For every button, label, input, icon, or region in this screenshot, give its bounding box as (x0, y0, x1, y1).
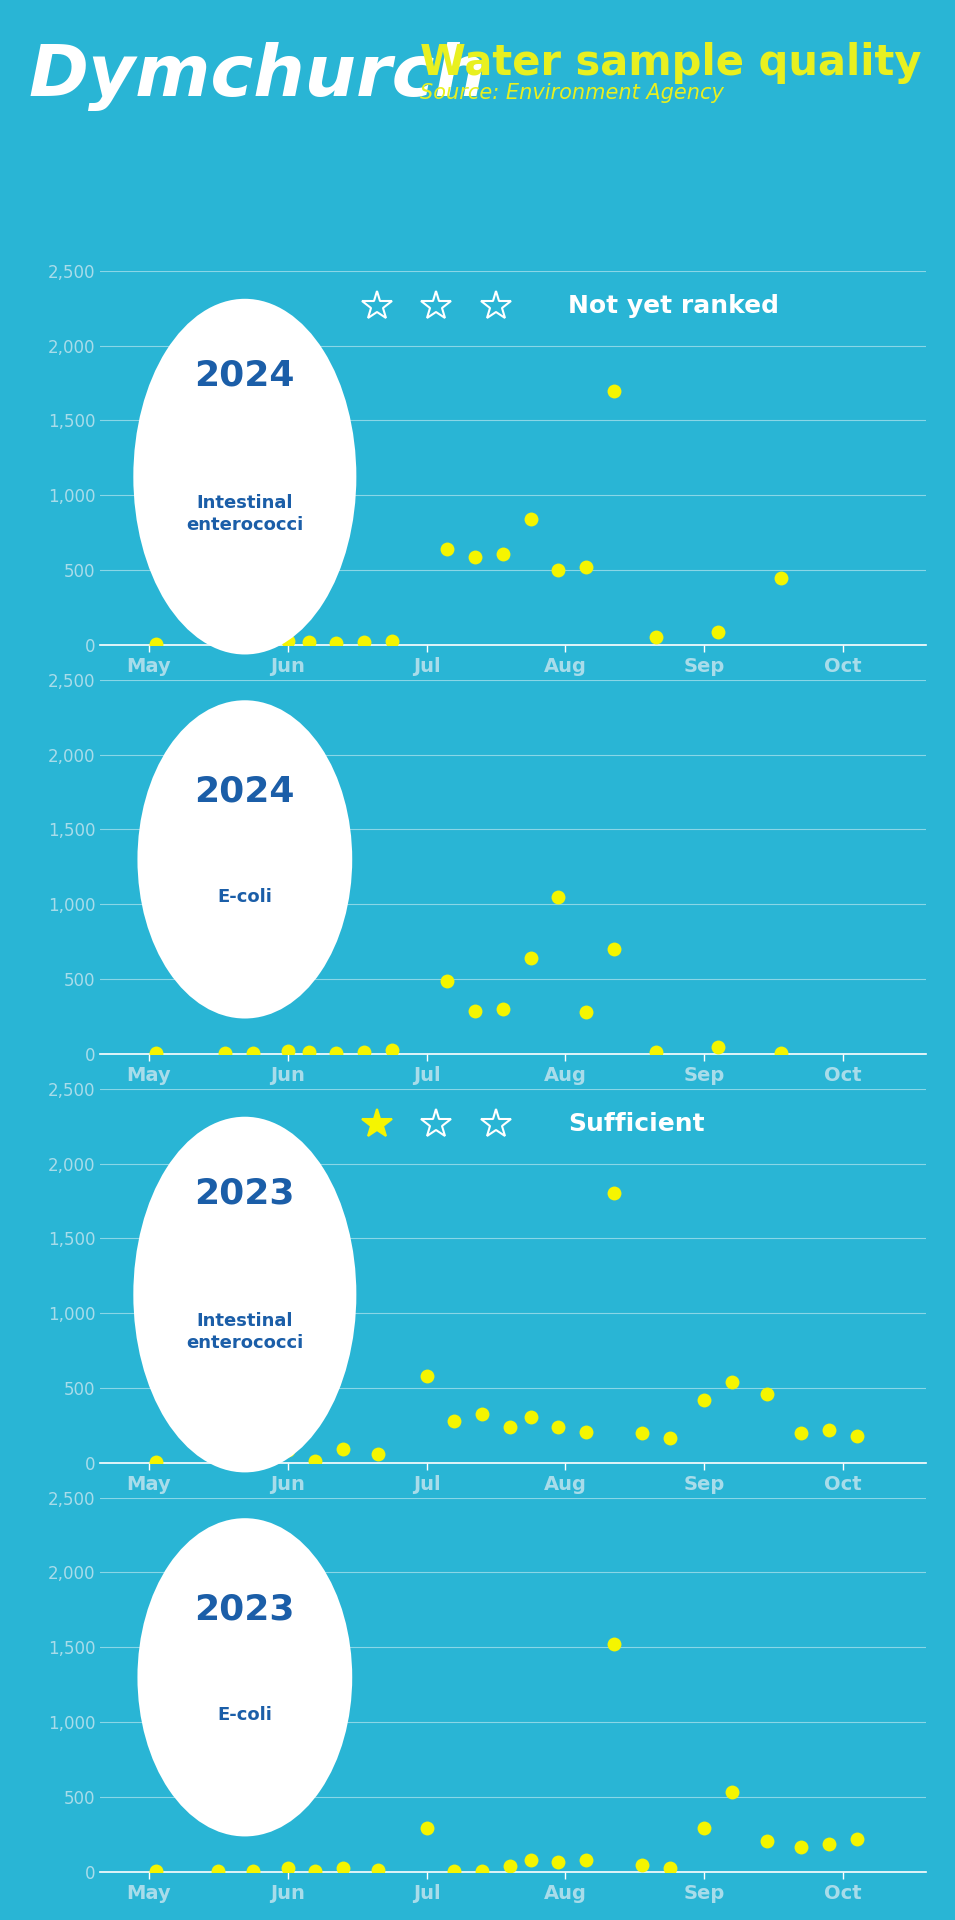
Point (606, 1179, 622, 1210)
Ellipse shape (134, 1117, 356, 1473)
Point (662, 1423, 677, 1453)
Point (724, 1367, 739, 1398)
Point (551, 881, 566, 912)
Point (439, 534, 455, 564)
Point (371, 1855, 386, 1885)
Text: Intestinal
enterococci: Intestinal enterococci (186, 1311, 304, 1352)
Point (439, 966, 455, 996)
Point (724, 1776, 739, 1807)
Point (148, 1448, 163, 1478)
Point (211, 1438, 226, 1469)
Point (794, 1832, 809, 1862)
Point (759, 1379, 775, 1409)
Point (280, 1434, 295, 1465)
Point (502, 1411, 518, 1442)
Point (606, 374, 622, 405)
Point (218, 1037, 233, 1068)
Point (301, 626, 316, 657)
Point (308, 1855, 323, 1885)
Point (496, 538, 511, 568)
Point (648, 1037, 664, 1068)
Point (245, 1855, 261, 1885)
Point (301, 1037, 316, 1068)
Point (696, 1384, 711, 1415)
Point (579, 1845, 594, 1876)
Point (356, 1037, 371, 1068)
Point (821, 1830, 837, 1860)
Text: Intestinal
enterococci: Intestinal enterococci (186, 493, 304, 534)
Text: E-coli: E-coli (218, 1705, 272, 1724)
Point (579, 551, 594, 582)
Point (468, 995, 483, 1025)
Point (475, 1855, 490, 1885)
Text: Sufficient: Sufficient (568, 1112, 705, 1137)
Point (849, 1421, 864, 1452)
Text: 2023: 2023 (195, 1594, 295, 1626)
Point (280, 1853, 295, 1884)
Text: 2024: 2024 (195, 359, 295, 392)
Point (821, 1415, 837, 1446)
Point (447, 1405, 462, 1436)
Text: Not yet ranked: Not yet ranked (568, 294, 779, 319)
Point (759, 1826, 775, 1857)
Point (634, 1849, 649, 1880)
Point (773, 1037, 788, 1068)
Point (280, 1035, 295, 1066)
Point (329, 628, 344, 659)
Point (579, 996, 594, 1027)
Point (148, 1855, 163, 1885)
Point (502, 1851, 518, 1882)
Text: Dymchurch: Dymchurch (29, 42, 486, 111)
Point (335, 1434, 350, 1465)
Point (384, 1035, 399, 1066)
Point (606, 1628, 622, 1659)
Point (662, 1853, 677, 1884)
Point (371, 1438, 386, 1469)
Ellipse shape (138, 701, 352, 1018)
Point (475, 1398, 490, 1428)
Point (696, 1812, 711, 1843)
Point (148, 1039, 163, 1069)
Point (648, 622, 664, 653)
Point (551, 1847, 566, 1878)
Point (579, 1417, 594, 1448)
Point (496, 995, 511, 1025)
Point (634, 1417, 649, 1448)
Text: 2024: 2024 (195, 776, 295, 808)
Point (245, 628, 261, 659)
Ellipse shape (138, 1519, 352, 1836)
Point (523, 1402, 539, 1432)
Point (245, 1446, 261, 1476)
Point (384, 626, 399, 657)
Point (551, 555, 566, 586)
Text: E-coli: E-coli (218, 887, 272, 906)
Point (356, 626, 371, 657)
Point (245, 1037, 261, 1068)
Text: 2023: 2023 (195, 1177, 295, 1210)
Point (148, 630, 163, 660)
Point (523, 943, 539, 973)
Ellipse shape (134, 300, 356, 655)
Point (711, 1031, 726, 1062)
Point (419, 1812, 435, 1843)
Point (419, 1361, 435, 1392)
Point (335, 1853, 350, 1884)
Point (329, 1037, 344, 1068)
Point (551, 1411, 566, 1442)
Point (523, 1845, 539, 1876)
Point (308, 1446, 323, 1476)
Point (773, 563, 788, 593)
Text: Source: Environment Agency: Source: Environment Agency (420, 83, 724, 102)
Point (711, 616, 726, 647)
Point (218, 628, 233, 659)
Point (794, 1417, 809, 1448)
Point (523, 503, 539, 534)
Point (447, 1855, 462, 1885)
Text: Water sample quality: Water sample quality (420, 42, 922, 84)
Point (606, 933, 622, 964)
Point (849, 1824, 864, 1855)
Point (211, 1855, 226, 1885)
Point (280, 626, 295, 657)
Point (468, 541, 483, 572)
